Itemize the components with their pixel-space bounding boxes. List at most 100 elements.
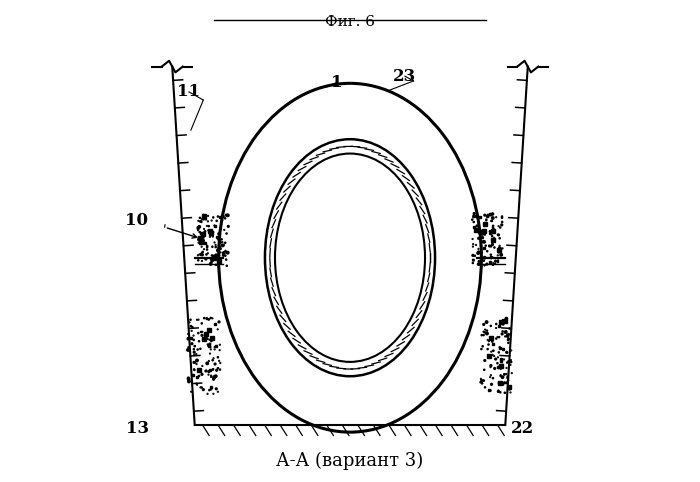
Point — [192, 346, 203, 353]
Point — [486, 254, 498, 261]
Point — [200, 255, 211, 263]
Point — [205, 346, 216, 353]
Point — [489, 352, 500, 360]
Point — [482, 327, 493, 335]
Point — [194, 251, 205, 258]
Point — [203, 227, 214, 234]
Point — [478, 331, 489, 339]
Point — [218, 249, 230, 257]
Point — [468, 252, 479, 259]
Point — [211, 251, 222, 258]
Point — [490, 355, 501, 363]
Point — [478, 328, 489, 335]
Text: 22: 22 — [512, 420, 535, 437]
Point — [495, 371, 506, 379]
Point — [198, 213, 209, 221]
Point — [184, 319, 195, 326]
Point — [193, 252, 204, 259]
Point — [468, 213, 480, 221]
Point — [500, 329, 511, 336]
Point — [492, 252, 503, 259]
Point — [212, 213, 223, 220]
Point — [215, 239, 226, 246]
Point — [487, 222, 498, 229]
Text: А-А (вариант 3): А-А (вариант 3) — [276, 452, 424, 470]
Point — [476, 331, 487, 339]
Point — [475, 255, 486, 263]
Point — [474, 228, 485, 236]
Point — [488, 259, 499, 267]
Point — [186, 327, 197, 335]
Point — [218, 252, 229, 259]
Point — [486, 380, 497, 388]
Point — [222, 212, 233, 219]
Point — [197, 371, 208, 378]
Point — [220, 214, 231, 222]
Point — [486, 254, 497, 261]
Point — [503, 376, 514, 384]
Point — [493, 256, 504, 264]
Point — [220, 247, 231, 255]
Point — [214, 341, 225, 348]
Point — [493, 388, 504, 395]
Point — [195, 328, 206, 336]
Point — [215, 245, 226, 253]
Point — [216, 236, 228, 243]
Point — [186, 388, 197, 396]
Point — [501, 348, 512, 356]
Point — [495, 224, 506, 231]
Point — [202, 390, 213, 398]
Point — [194, 223, 205, 231]
Point — [496, 251, 507, 259]
Point — [498, 379, 510, 387]
Point — [500, 328, 512, 336]
Point — [215, 359, 226, 367]
Point — [214, 318, 225, 326]
Point — [479, 366, 490, 374]
Point — [183, 375, 194, 383]
Point — [207, 365, 218, 373]
Point — [205, 260, 216, 268]
Point — [481, 318, 492, 326]
Point — [475, 375, 486, 383]
Point — [191, 380, 202, 388]
Point — [477, 342, 488, 350]
Point — [221, 229, 232, 237]
Point — [495, 247, 506, 255]
Point — [183, 330, 194, 338]
Point — [498, 321, 509, 328]
Point — [482, 247, 493, 255]
Point — [186, 322, 197, 330]
Point — [500, 315, 512, 322]
Point — [199, 314, 210, 322]
Point — [494, 344, 505, 351]
Point — [482, 211, 493, 218]
Point — [476, 378, 487, 386]
Point — [217, 238, 228, 246]
Point — [220, 211, 232, 219]
Point — [210, 243, 221, 251]
Point — [195, 214, 206, 222]
Point — [217, 241, 228, 249]
Point — [493, 387, 504, 394]
Point — [492, 353, 503, 361]
Point — [479, 328, 490, 336]
Point — [196, 384, 207, 391]
Point — [209, 222, 220, 229]
Point — [491, 324, 502, 332]
Point — [475, 257, 486, 265]
Point — [485, 251, 496, 258]
Point — [199, 225, 210, 233]
Point — [487, 214, 498, 222]
Point — [468, 212, 480, 220]
Point — [214, 366, 225, 374]
Point — [208, 390, 219, 398]
Point — [222, 249, 233, 256]
Point — [204, 350, 216, 358]
Point — [220, 239, 231, 247]
Point — [503, 334, 514, 342]
Point — [191, 316, 202, 323]
Point — [473, 245, 484, 253]
Point — [210, 261, 221, 268]
Point — [202, 335, 214, 343]
